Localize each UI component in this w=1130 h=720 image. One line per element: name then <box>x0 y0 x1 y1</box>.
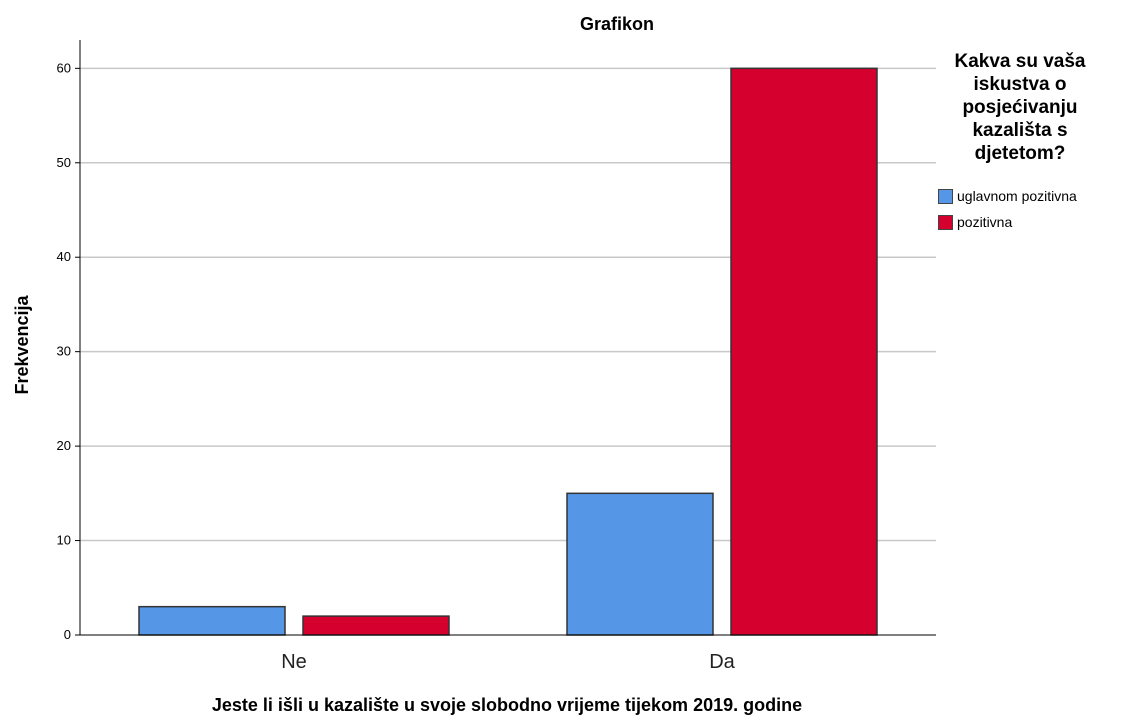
bar-da-1 <box>730 67 878 636</box>
x-axis-category-labels: Ne Da <box>281 651 735 673</box>
legend-label: uglavnom pozitivna <box>957 188 1077 204</box>
legend-item-pozitivna: pozitivna <box>938 209 1077 235</box>
legend-swatch <box>938 188 953 204</box>
bar-ne-0 <box>138 605 286 636</box>
y-tick-label: 40 <box>57 249 71 264</box>
y-axis-title: Frekvencija <box>12 294 32 394</box>
bar-da-0 <box>566 492 714 636</box>
legend-swatch <box>938 214 953 230</box>
x-axis-title: Jeste li išli u kazalište u svoje slobod… <box>212 695 802 715</box>
y-tick-label: 0 <box>64 627 71 642</box>
y-tick-label: 50 <box>57 155 71 170</box>
bar-ne-1 <box>302 615 450 636</box>
chart-title: Grafikon <box>580 14 654 34</box>
y-axis-ticks: 0 10 20 30 40 50 60 <box>57 60 80 642</box>
legend-title: Kakva su vaša iskustva o posjećivanju ka… <box>954 51 1086 164</box>
x-category-label: Ne <box>281 651 307 673</box>
y-tick-label: 20 <box>57 438 71 453</box>
bars <box>138 67 878 636</box>
legend-label: pozitivna <box>957 214 1013 230</box>
y-tick-label: 30 <box>57 344 71 359</box>
legend-item-uglavnom-pozitivna: uglavnom pozitivna <box>938 183 1077 209</box>
y-tick-label: 10 <box>57 533 71 548</box>
y-tick-label: 60 <box>57 60 71 75</box>
x-category-label: Da <box>709 651 735 673</box>
legend: uglavnom pozitivna pozitivna <box>938 183 1077 235</box>
